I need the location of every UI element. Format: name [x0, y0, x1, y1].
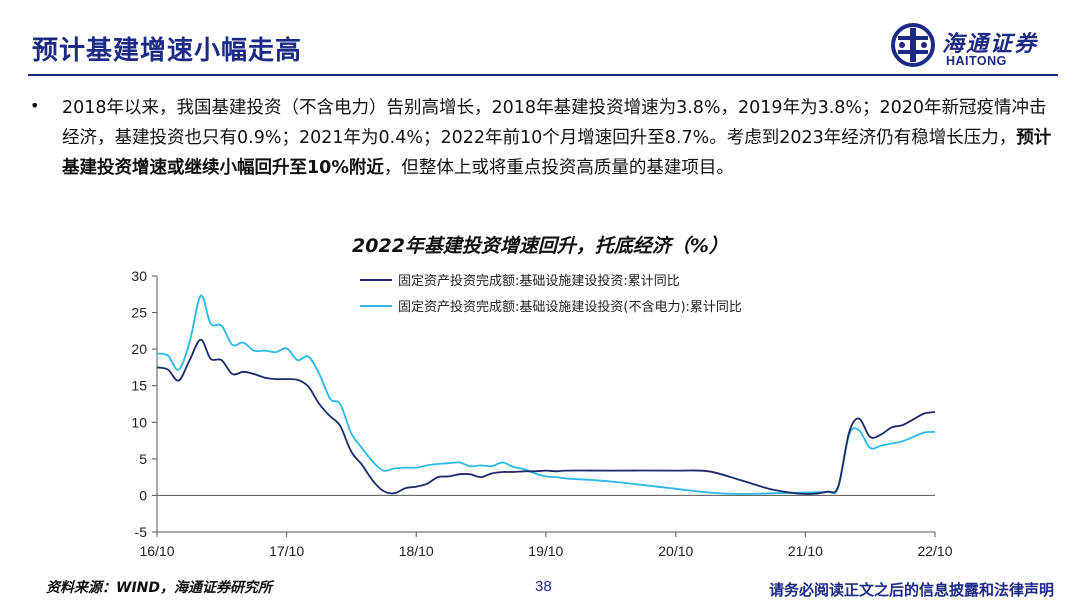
title-divider [28, 74, 1058, 76]
series-line-infrastructure-ex-power [156, 294, 936, 495]
summary-text: 2018年以来，我国基建投资（不含电力）告别高增长，2018年基建投资增速为3.… [62, 98, 1047, 148]
bullet-marker: • [30, 96, 40, 115]
legend-label: 固定资产投资完成额:基础设施建设投资(不含电力):累计同比 [398, 299, 742, 315]
x-tick-label: 19/10 [528, 543, 563, 559]
y-tick-label: 5 [139, 451, 147, 467]
chart-title: 2022年基建投资增速回升，托底经济（%） [352, 235, 728, 257]
summary-text-end: ，但整体上或将重点投资高质量的基建项目。 [383, 158, 734, 178]
y-tick-label: 10 [131, 414, 147, 430]
logo-english-text: HAITONG [946, 54, 1007, 68]
y-tick-label: 25 [131, 305, 147, 321]
x-tick-label: 16/10 [139, 543, 174, 559]
haitong-logo: 海通证券 HAITONG [890, 22, 1050, 72]
x-tick-label: 20/10 [658, 543, 693, 559]
summary-paragraph: 2018年以来，我国基建投资（不含电力）告别高增长，2018年基建投资增速为3.… [62, 93, 1052, 183]
x-tick-label: 22/10 [917, 543, 952, 559]
y-tick-label: 30 [131, 268, 147, 284]
slide-title: 预计基建增速小幅走高 [32, 36, 303, 66]
x-tick-label: 18/10 [399, 543, 434, 559]
legal-disclaimer-link[interactable]: 请务必阅读正文之后的信息披露和法律声明 [768, 581, 1054, 599]
y-tick-label: 20 [131, 341, 147, 357]
x-tick-label: 21/10 [788, 543, 823, 559]
summary-highlight: 预计基建投资增速或继续小幅回升至10%附近 [62, 128, 1052, 178]
haitong-emblem-icon [891, 23, 935, 67]
source-note: 资料来源：WIND，海通证券研究所 [46, 580, 272, 596]
y-tick-label: -5 [135, 524, 148, 540]
y-tick-label: 15 [131, 378, 147, 394]
logo-chinese-text: 海通证券 [942, 31, 1039, 57]
legend-label: 固定资产投资完成额:基础设施建设投资:累计同比 [398, 273, 680, 289]
series-line-infrastructure [156, 338, 936, 495]
x-tick-label: 17/10 [269, 543, 304, 559]
y-tick-label: 0 [139, 487, 147, 503]
page-number: 38 [535, 578, 552, 595]
